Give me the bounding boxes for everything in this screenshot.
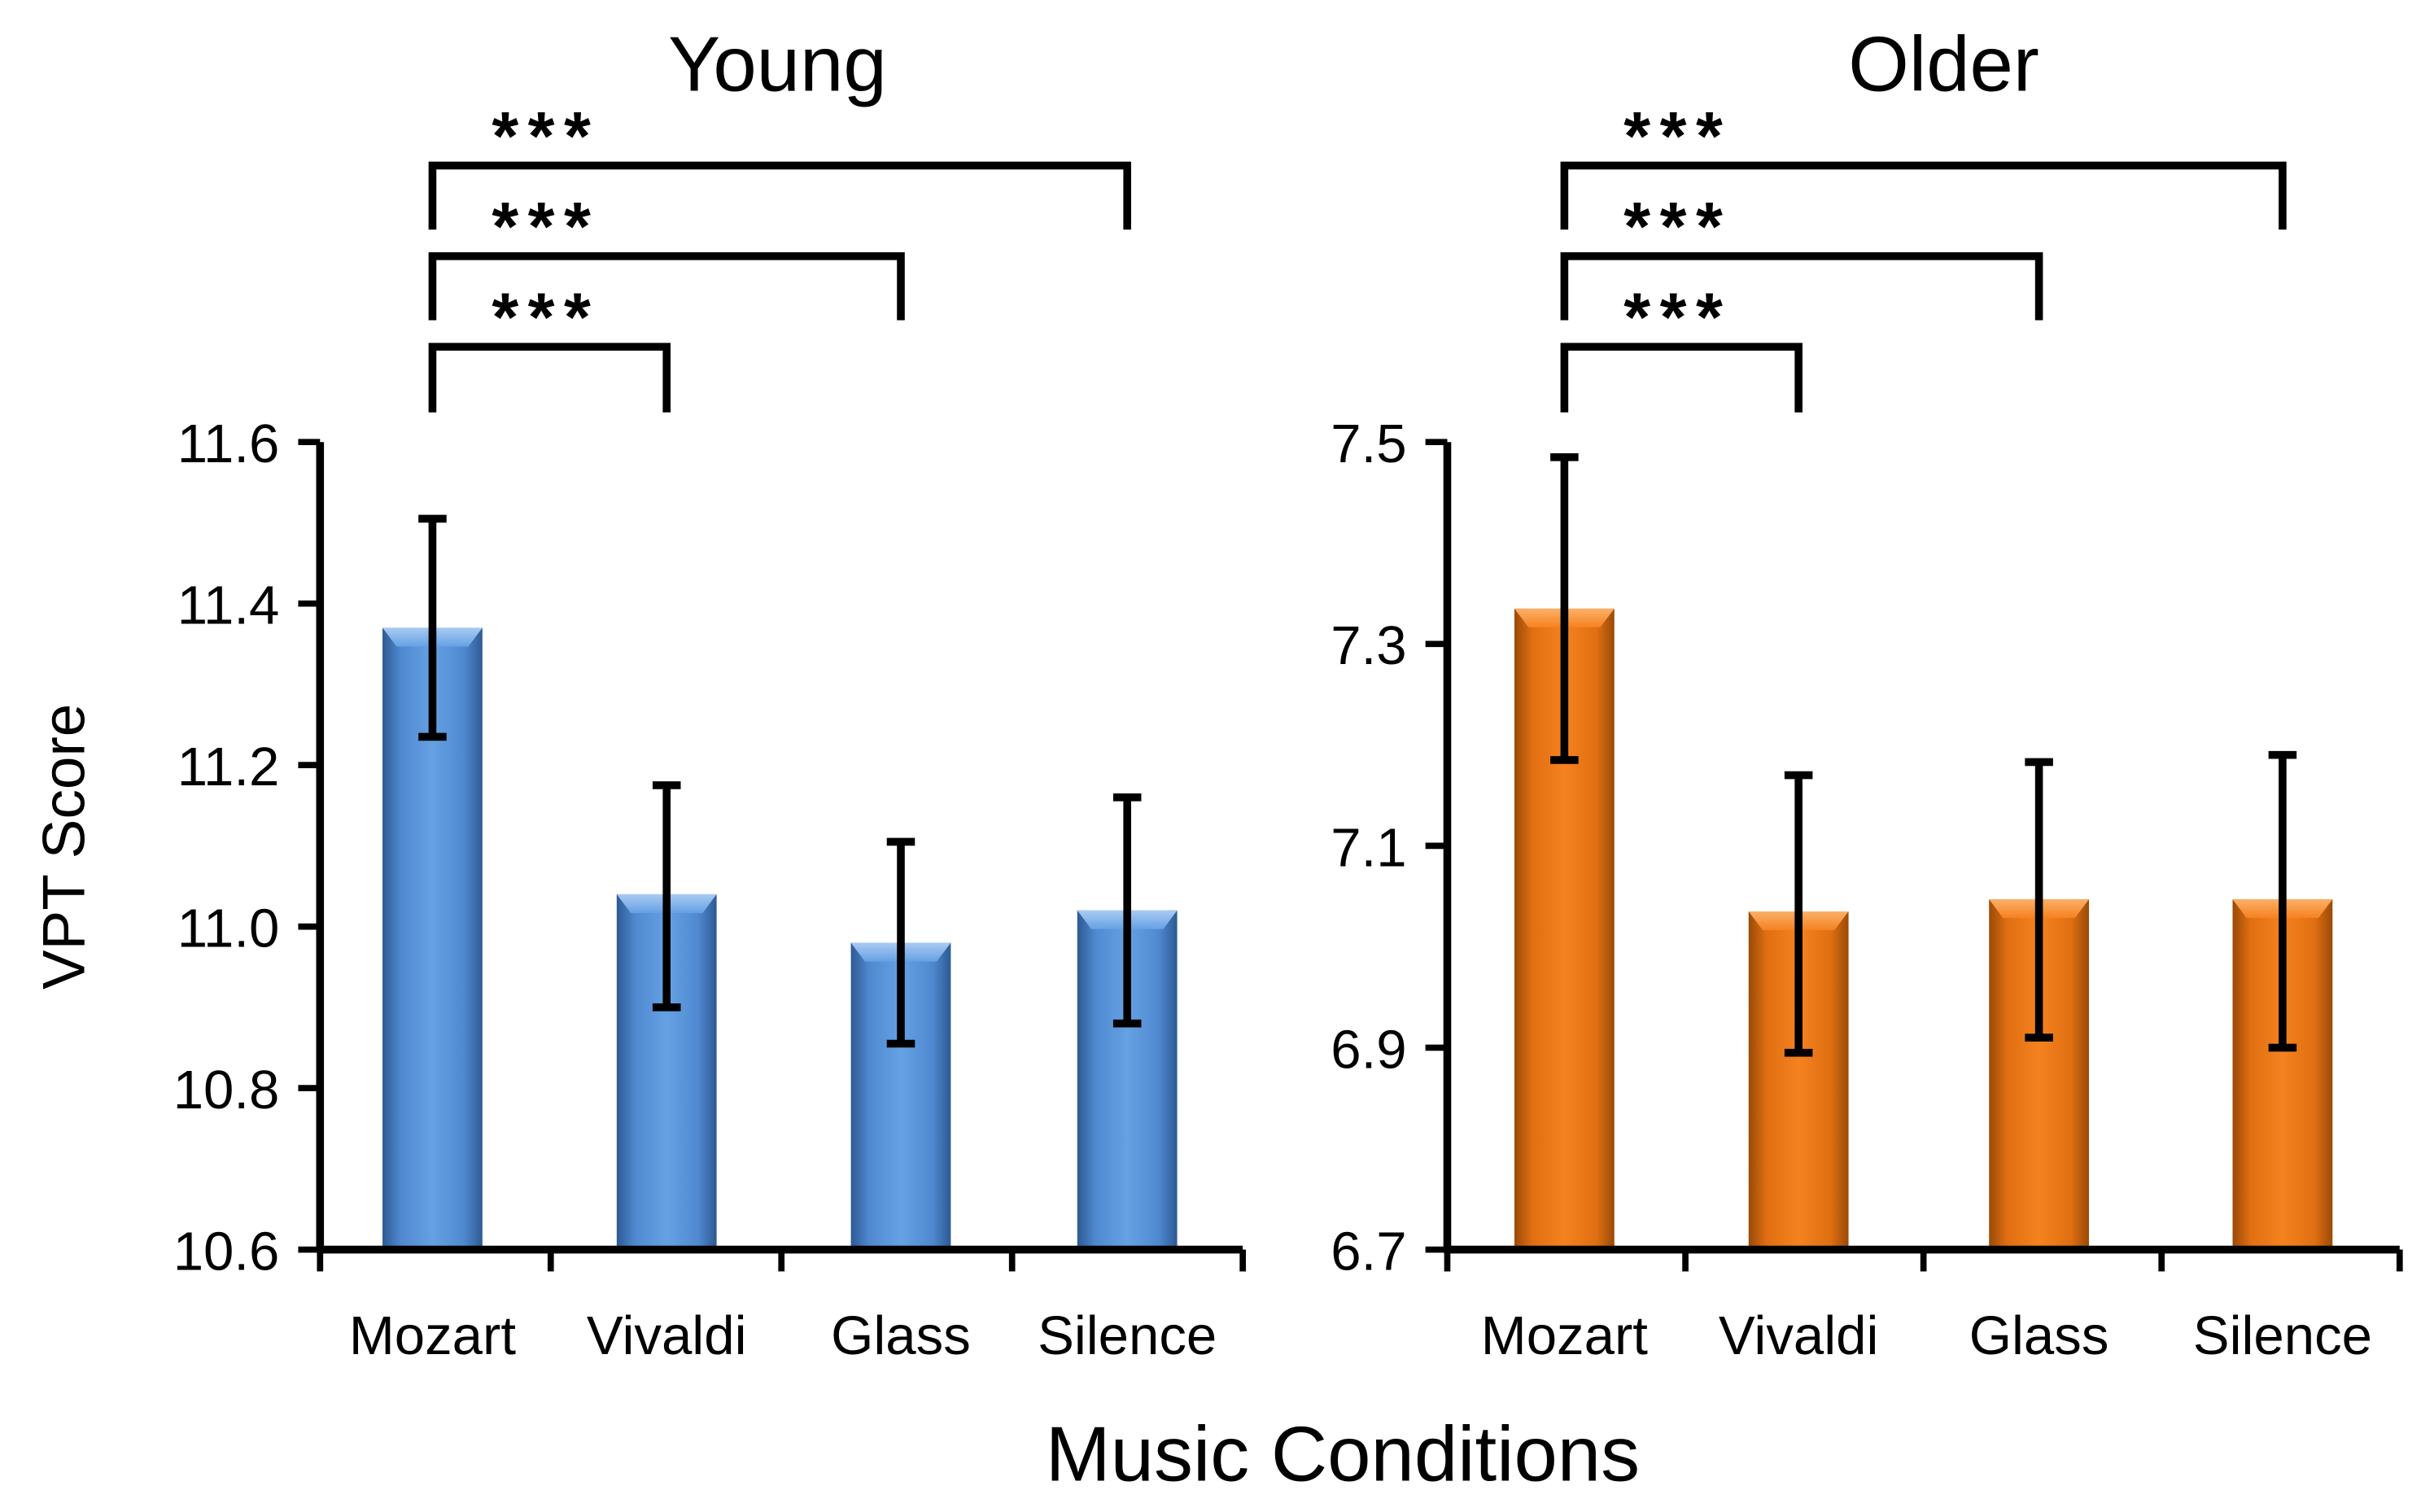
chart-title: Older bbox=[1848, 20, 2039, 107]
x-category-label: Mozart bbox=[349, 1305, 517, 1366]
older-chart-panel: Older 6.7 6.9 7.1 7.3 7.5 Mozart Vivaldi Glass Si… bbox=[1331, 20, 2403, 1366]
y-tick-label: 11.2 bbox=[177, 736, 280, 798]
y-tick-label: 11.4 bbox=[177, 575, 280, 636]
x-category-label: Silence bbox=[2193, 1305, 2372, 1366]
y-tick-label: 11.0 bbox=[177, 898, 280, 959]
significance-bracket bbox=[428, 161, 1131, 230]
significance-bracket bbox=[1560, 343, 1803, 413]
y-tick-label: 7.3 bbox=[1331, 615, 1406, 676]
x-axis-label: Music Conditions bbox=[1046, 1411, 1640, 1498]
significance-label: *** bbox=[1623, 278, 1732, 355]
y-tick-label: 6.7 bbox=[1331, 1221, 1406, 1282]
x-category-label: Vivaldi bbox=[587, 1305, 747, 1366]
significance-label: *** bbox=[492, 278, 600, 355]
significance-label: *** bbox=[492, 188, 600, 264]
significance-bracket bbox=[428, 251, 905, 321]
y-tick-label: 7.1 bbox=[1331, 817, 1406, 878]
significance-label: *** bbox=[1623, 98, 1732, 174]
x-category-label: Vivaldi bbox=[1719, 1305, 1879, 1366]
y-tick-label: 7.5 bbox=[1331, 413, 1406, 474]
y-tick-label: 11.6 bbox=[177, 413, 280, 474]
y-tick-label: 6.9 bbox=[1331, 1019, 1406, 1080]
significance-bracket bbox=[1560, 161, 2287, 230]
y-tick-label: 10.8 bbox=[173, 1060, 280, 1121]
x-category-label: Mozart bbox=[1481, 1305, 1649, 1366]
y-tick-label: 10.6 bbox=[173, 1221, 280, 1282]
x-category-label: Silence bbox=[1038, 1305, 1217, 1366]
significance-bracket bbox=[1560, 251, 2043, 321]
x-category-label: Glass bbox=[831, 1305, 971, 1366]
significance-bracket bbox=[428, 343, 671, 413]
significance-label: *** bbox=[492, 98, 600, 174]
young-chart-panel: Young 10.6 10.8 11.0 11.2 11.4 11.6 Mozart Vival… bbox=[173, 20, 1246, 1366]
significance-label: *** bbox=[1623, 188, 1732, 264]
chart-title: Young bbox=[668, 20, 887, 107]
y-axis-label: VPT Score bbox=[32, 704, 98, 990]
x-category-label: Glass bbox=[1969, 1305, 2109, 1366]
